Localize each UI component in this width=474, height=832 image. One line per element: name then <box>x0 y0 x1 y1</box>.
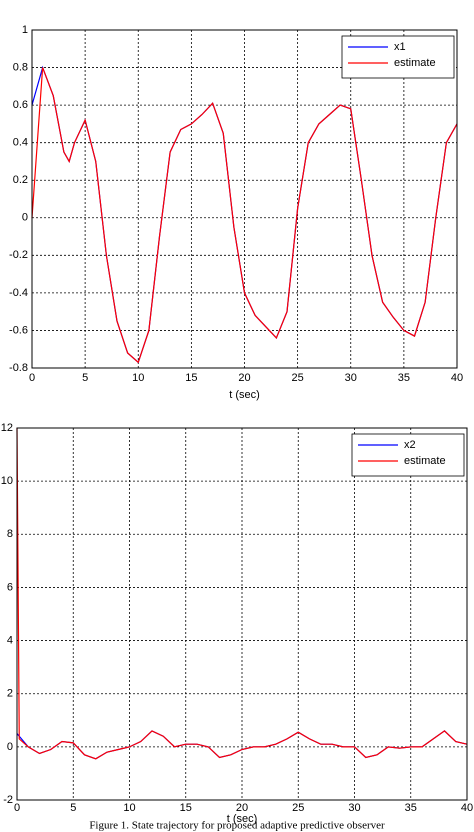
y-tick-label: 12 <box>1 422 13 434</box>
axes-frame <box>16 427 468 801</box>
axes-frame <box>31 29 458 369</box>
series-line <box>16 427 468 760</box>
y-tick-label: 0 <box>22 212 28 224</box>
x-axis-label: t (sec) <box>227 813 258 825</box>
x-tick-label: 20 <box>236 802 248 814</box>
x-tick-label: 35 <box>405 802 417 814</box>
series-line <box>31 67 458 364</box>
x-tick-label: 0 <box>14 802 20 814</box>
legend-label: estimate <box>404 455 446 467</box>
x-tick-label: 30 <box>345 372 357 384</box>
legend-box <box>341 35 455 79</box>
y-tick-label: -0.8 <box>9 362 28 374</box>
x-axis-label: t (sec) <box>229 389 260 401</box>
y-tick-label: 0.6 <box>13 99 28 111</box>
y-tick-label: 2 <box>7 688 13 700</box>
y-tick-label: 0.4 <box>13 137 28 149</box>
x-tick-label: 5 <box>70 802 76 814</box>
y-tick-label: 0.8 <box>13 61 28 73</box>
y-tick-label: 0.2 <box>13 174 28 186</box>
y-tick-label: -2 <box>3 794 13 806</box>
legend-label: x1 <box>394 41 406 53</box>
y-tick-label: 8 <box>7 528 13 540</box>
legend-label: estimate <box>394 57 436 69</box>
y-tick-label: 1 <box>22 24 28 36</box>
y-tick-label: 10 <box>1 475 13 487</box>
legend-label: x2 <box>404 439 416 451</box>
x-tick-label: 5 <box>82 372 88 384</box>
caption: Figure 1. State trajectory for proposed … <box>89 820 385 832</box>
x-tick-label: 40 <box>451 372 463 384</box>
x-tick-label: 0 <box>29 372 35 384</box>
y-tick-label: -0.2 <box>9 249 28 261</box>
x-tick-label: 15 <box>180 802 192 814</box>
x-tick-label: 35 <box>398 372 410 384</box>
x-tick-label: 15 <box>185 372 197 384</box>
x-tick-label: 40 <box>461 802 473 814</box>
x-tick-label: 30 <box>348 802 360 814</box>
x-tick-label: 10 <box>132 372 144 384</box>
x-tick-label: 20 <box>238 372 250 384</box>
x-tick-label: 25 <box>292 372 304 384</box>
y-tick-label: -0.4 <box>9 287 28 299</box>
x-tick-label: 10 <box>123 802 135 814</box>
y-tick-label: 6 <box>7 581 13 593</box>
x-tick-label: 25 <box>292 802 304 814</box>
legend-box <box>351 433 465 477</box>
y-tick-label: 4 <box>7 634 13 646</box>
y-tick-label: -0.6 <box>9 324 28 336</box>
y-tick-label: 0 <box>7 741 13 753</box>
